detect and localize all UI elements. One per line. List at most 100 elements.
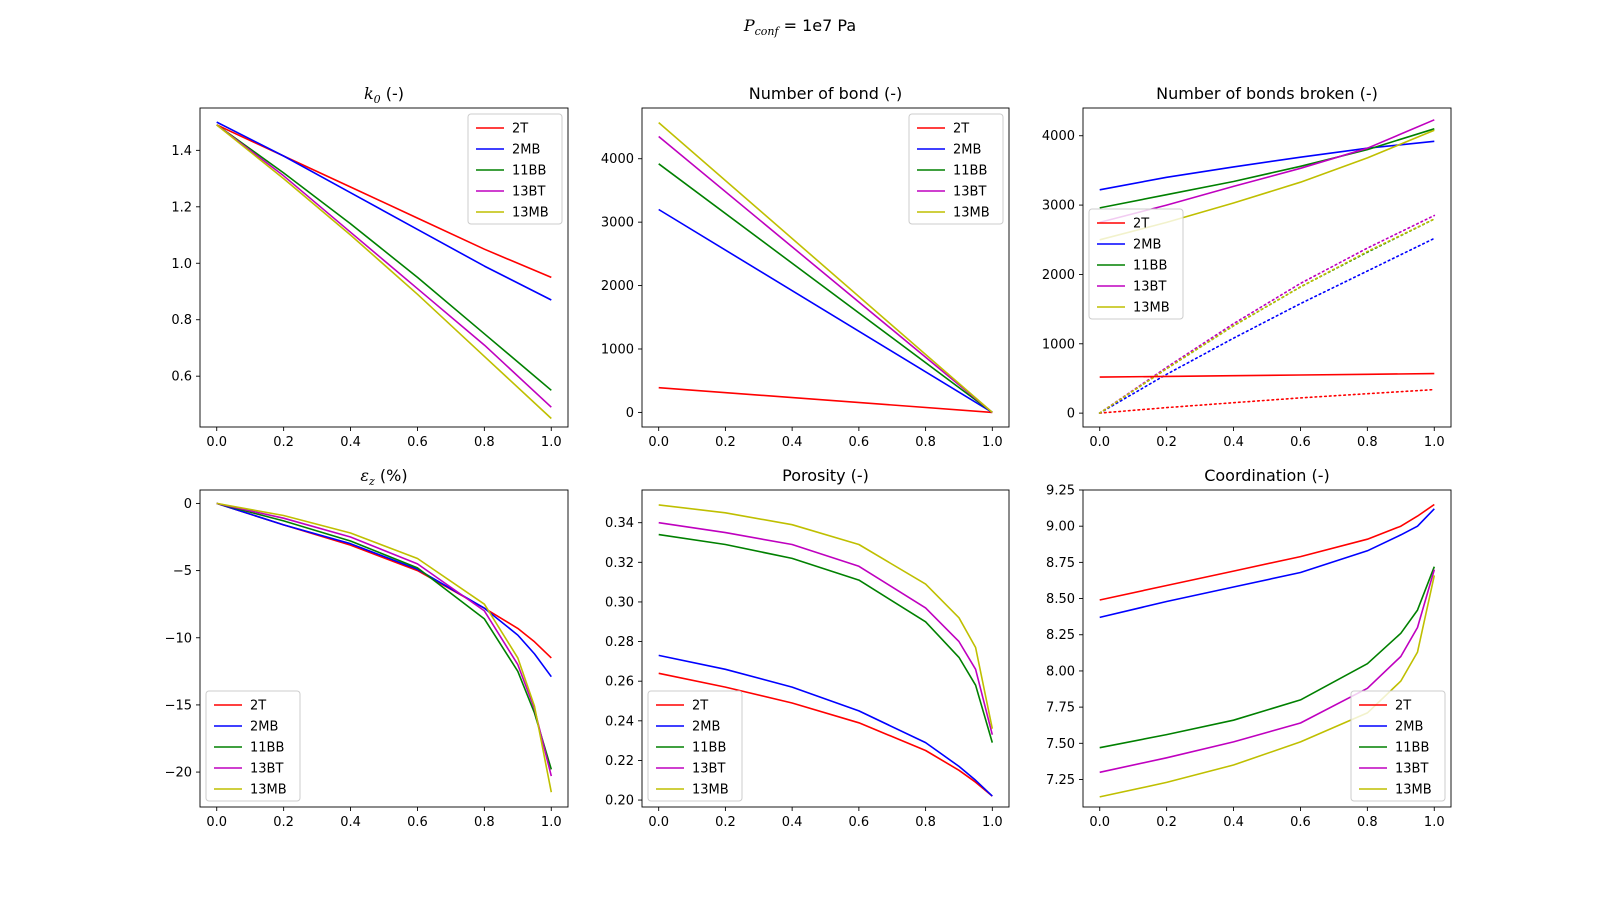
x-tick-label: 0.2 — [1156, 815, 1177, 830]
subplot-title: Number of bond (-) — [749, 84, 902, 103]
title-subscript: 0 — [374, 93, 381, 106]
y-tick-label: 0.32 — [605, 556, 634, 571]
y-tick-label: 2000 — [1042, 268, 1075, 283]
y-tick-label: 0.22 — [605, 754, 634, 769]
series-line-2T — [216, 502, 552, 659]
y-tick-label: 4000 — [1042, 129, 1075, 144]
y-tick-label: 8.00 — [1046, 664, 1075, 679]
series-line-2T — [658, 386, 993, 414]
x-tick-label: 0.4 — [340, 815, 361, 830]
title-symbol: ε — [360, 466, 369, 485]
x-tick-label: 0.0 — [1089, 815, 1110, 830]
series-line-13BT — [658, 521, 994, 735]
y-tick-label: 0.34 — [605, 516, 634, 531]
y-tick-label: 1.4 — [171, 144, 192, 159]
x-tick-label: 0.6 — [1290, 435, 1311, 450]
x-tick-label: 1.0 — [982, 435, 1003, 450]
x-tick-label: 0.4 — [782, 815, 803, 830]
subplot-3: Number of bonds broken (-) 0.0 0.2 0.4 0.6 0.… — [1042, 84, 1452, 450]
y-tick-label: 0.30 — [605, 595, 634, 610]
title-rest: (%) — [375, 466, 408, 485]
legend-label-13MB: 13MB — [1133, 301, 1170, 316]
y-tick-label: 1000 — [1042, 337, 1075, 352]
legend-label-11BB: 11BB — [1133, 259, 1167, 274]
x-tick-label: 0.8 — [915, 435, 936, 450]
series-line-11BB — [658, 163, 993, 414]
y-tick-label: −5 — [173, 564, 192, 579]
legend-label-11BB: 11BB — [250, 741, 284, 756]
x-tick-label: 0.0 — [206, 815, 227, 830]
legend-label-2MB: 2MB — [1133, 238, 1161, 253]
x-tick-label: 0.0 — [648, 815, 669, 830]
y-tick-label: 8.50 — [1046, 592, 1075, 607]
series-line-2MB — [216, 121, 552, 301]
suptitle-symbol: P — [743, 16, 755, 35]
legend-label-13BT: 13BT — [953, 185, 986, 200]
y-tick-label: −10 — [165, 631, 192, 646]
legend-label-11BB: 11BB — [1395, 741, 1429, 756]
x-tick-label: 0.2 — [1156, 435, 1177, 450]
subplot-title: Coordination (-) — [1204, 466, 1330, 485]
series-line-13BT — [1099, 569, 1436, 774]
legend-label-2T: 2T — [953, 122, 969, 137]
legend-label-2T: 2T — [1395, 699, 1411, 714]
suptitle-subscript: conf — [754, 25, 779, 39]
legend-label-11BB: 11BB — [692, 741, 726, 756]
subplot-5: Porosity (-) 0.0 0.2 0.4 0.6 0.8 1.0 0.20 0.22 0.… — [605, 466, 1010, 830]
suptitle-rest: = 1e7 Pa — [778, 16, 857, 35]
legend-label-13BT: 13BT — [1133, 280, 1166, 295]
x-tick-label: 1.0 — [541, 435, 562, 450]
x-tick-label: 0.4 — [1223, 435, 1244, 450]
y-tick-label: −15 — [165, 698, 192, 713]
series-line-2MB — [216, 502, 552, 678]
subplot-4: εz (%) 0.0 0.2 0.4 0.6 0.8 1.0 −20 −15 −10 −5 0 2T 2M… — [165, 466, 569, 830]
series-line-2MB — [1099, 140, 1435, 191]
x-tick-label: 1.0 — [982, 815, 1003, 830]
y-tick-label: 8.75 — [1046, 556, 1075, 571]
y-tick-label: 0.26 — [605, 675, 634, 690]
axes-frame — [641, 489, 1010, 808]
y-tick-label: 7.50 — [1046, 737, 1075, 752]
legend-label-13MB: 13MB — [512, 206, 549, 221]
subplot-1: k0 (-) 0.0 0.2 0.4 0.6 0.8 1.0 0.6 0.8 1.0 1.2 1.4 2… — [171, 84, 569, 450]
y-tick-label: 9.25 — [1046, 484, 1075, 499]
y-tick-label: 1.0 — [171, 257, 192, 272]
series-line-13MB — [216, 502, 553, 793]
title-symbol: k — [364, 84, 374, 103]
subplot-title: k0 (-) — [364, 84, 404, 106]
legend-box — [1088, 208, 1184, 320]
legend-label-13MB: 13MB — [692, 783, 729, 798]
legend: 2T 2MB 11BB 13BT 13MB — [1088, 208, 1184, 320]
legend-label-2T: 2T — [692, 699, 708, 714]
series-line-2MB — [658, 654, 993, 797]
y-tick-label: 0.24 — [605, 714, 634, 729]
y-tick-label: −20 — [165, 766, 192, 781]
x-tick-label: 0.8 — [474, 435, 495, 450]
legend-label-2MB: 2MB — [692, 720, 720, 735]
y-tick-label: 3000 — [1042, 199, 1075, 214]
legend-box — [1350, 690, 1446, 802]
legend: 2T 2MB 11BB 13BT 13MB — [205, 690, 301, 802]
dotted-series-line-2MB — [1098, 237, 1436, 414]
series-line-11BB — [658, 533, 994, 743]
y-tick-label: 0.6 — [171, 370, 192, 385]
x-tick-label: 0.8 — [915, 815, 936, 830]
subplot-title: Porosity (-) — [782, 466, 869, 485]
x-tick-label: 0.4 — [340, 435, 361, 450]
series-line-11BB — [1099, 566, 1436, 749]
series-line-13MB — [658, 121, 993, 414]
legend: 2T 2MB 11BB 13BT 13MB — [467, 113, 563, 225]
series-line-11BB — [1099, 128, 1435, 209]
series-line-2MB — [658, 208, 993, 414]
legend: 2T 2MB 11BB 13BT 13MB — [647, 690, 743, 802]
figure-suptitle: Pconf = 1e7 Pa — [0, 16, 1600, 38]
legend-label-13MB: 13MB — [1395, 783, 1432, 798]
y-tick-label: 2000 — [601, 279, 634, 294]
x-tick-label: 0.4 — [782, 435, 803, 450]
x-tick-label: 0.8 — [1357, 435, 1378, 450]
legend-label-2MB: 2MB — [1395, 720, 1423, 735]
y-tick-label: 1000 — [601, 342, 634, 357]
series-lines — [658, 504, 994, 797]
legend-box — [908, 113, 1004, 225]
y-tick-label: 0.20 — [605, 794, 634, 809]
